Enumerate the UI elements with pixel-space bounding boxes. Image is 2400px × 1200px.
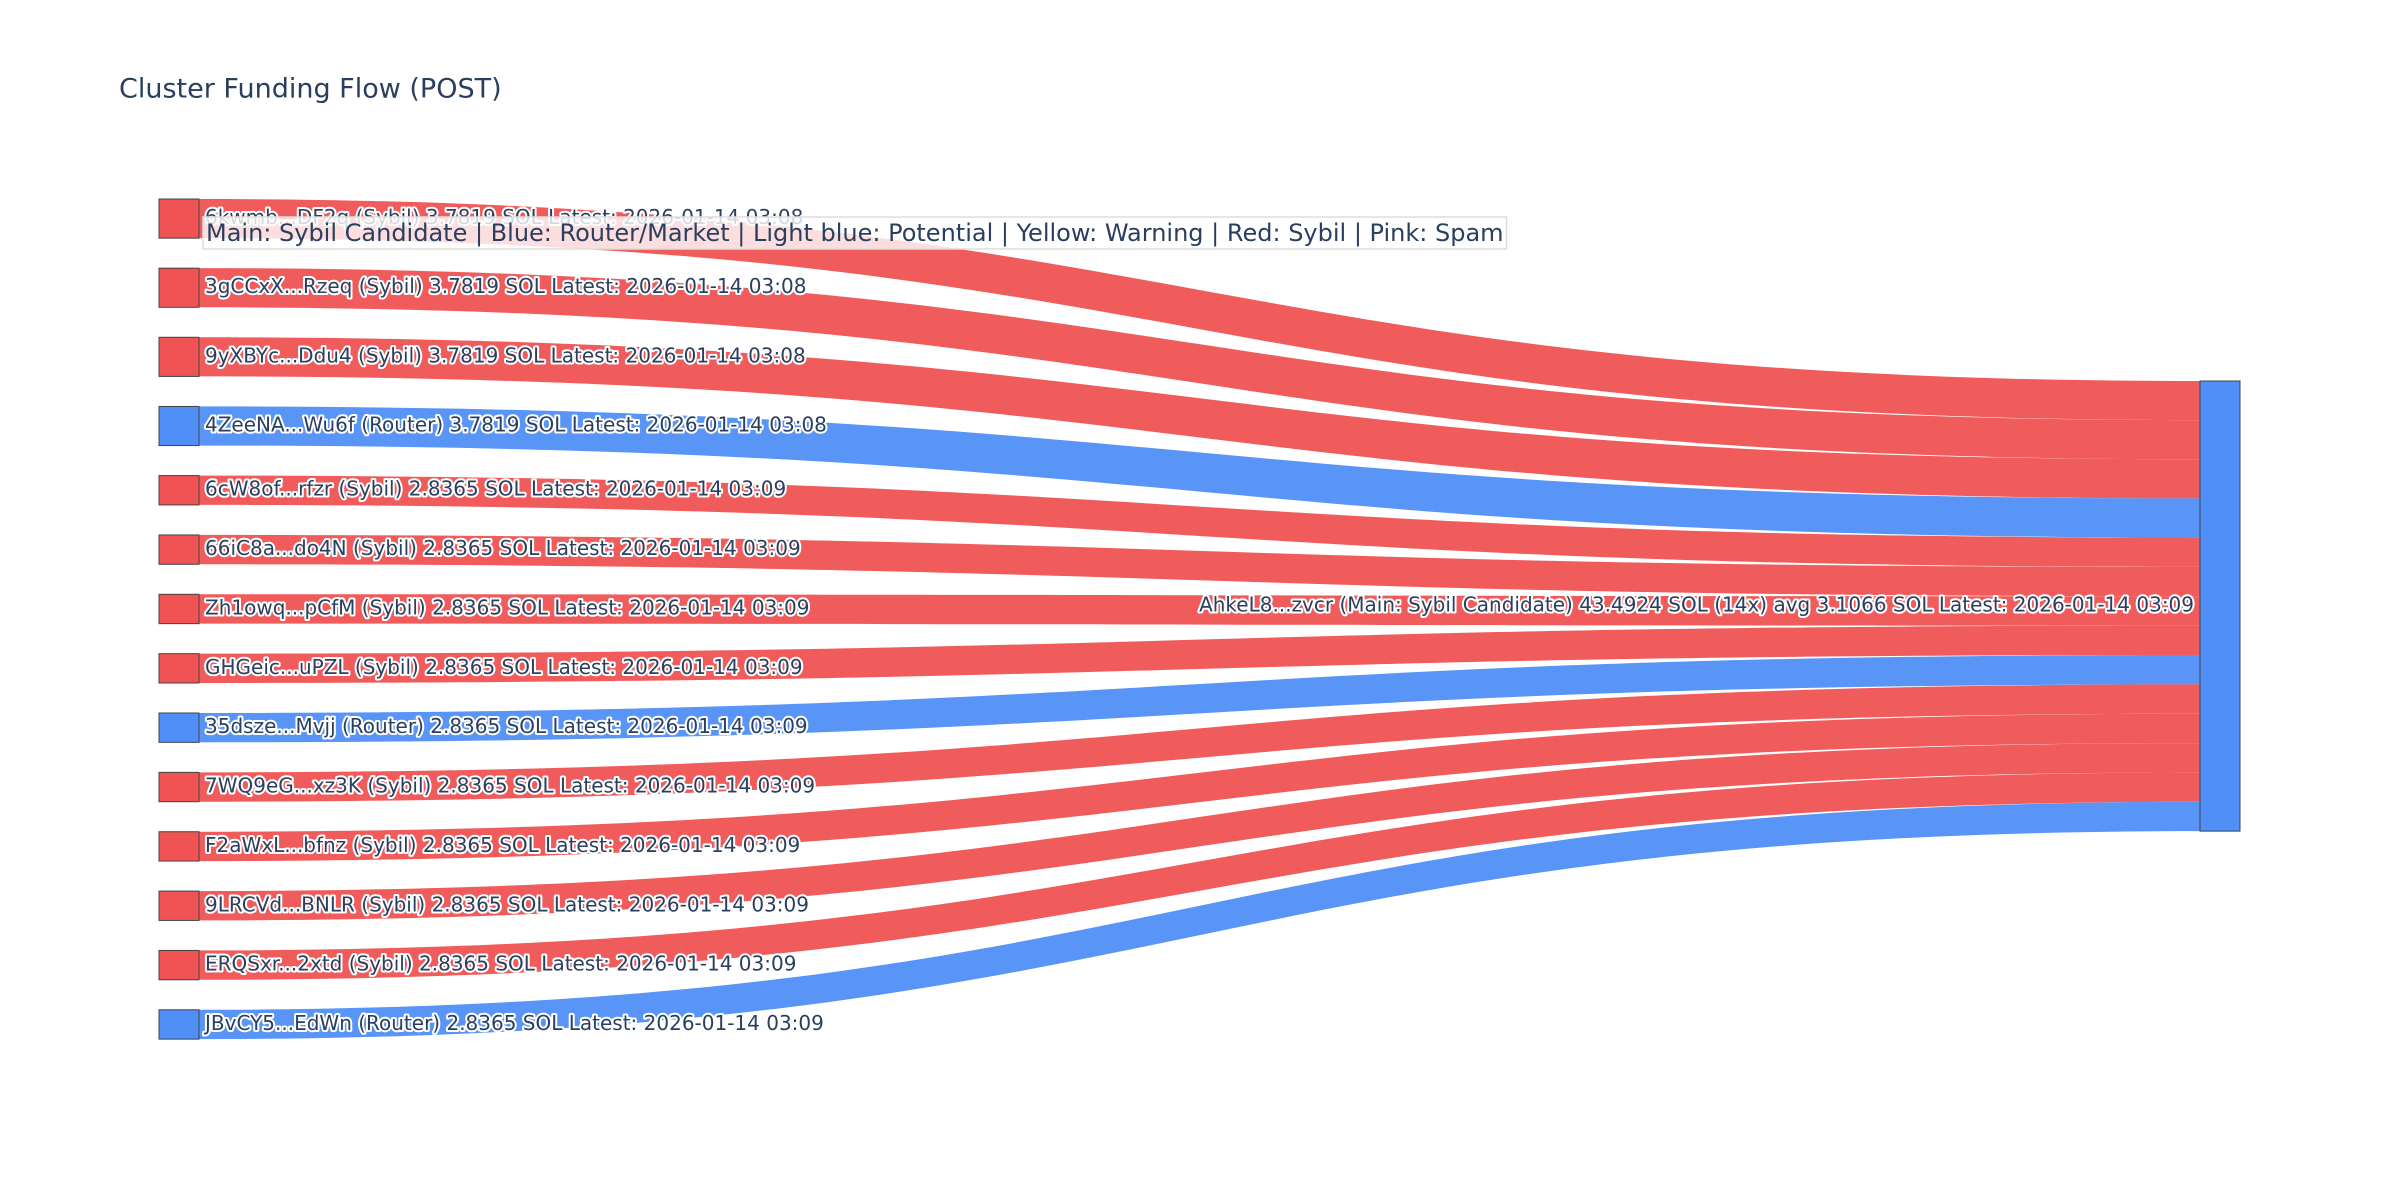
flow-link — [199, 625, 2200, 684]
nodes — [158, 198, 2241, 1040]
chart-title: Cluster Funding Flow (POST) — [119, 74, 502, 105]
node — [158, 534, 200, 565]
flow-link — [199, 406, 2200, 538]
node — [158, 712, 200, 743]
node — [158, 593, 200, 625]
links — [199, 199, 2200, 1040]
flow-link — [199, 684, 2200, 802]
node-label: 9yXBYc...Ddu4 (Sybil) 3.7819 SOL Latest:… — [205, 343, 806, 367]
node-label: 4ZeeNA...Wu6f (Router) 3.7819 SOL Latest… — [205, 412, 827, 436]
node-label: GHGeic...uPZL (Sybil) 2.8365 SOL Latest:… — [205, 655, 803, 679]
node-label: Zh1owq...pCfM (Sybil) 2.8365 SOL Latest:… — [205, 595, 809, 619]
flow-link — [199, 534, 2200, 597]
node — [158, 653, 200, 684]
flow-link — [199, 594, 2200, 626]
node-label: F2aWxL...bfnz (Sybil) 2.8365 SOL Latest:… — [205, 833, 800, 857]
node — [158, 405, 200, 447]
flow-link — [199, 743, 2200, 921]
flow-link — [199, 713, 2200, 862]
node-label: 3gCCxX...Rzeq (Sybil) 3.7819 SOL Latest:… — [205, 274, 806, 298]
legend-annotation: Main: Sybil Candidate | Blue: Router/Mar… — [202, 216, 1508, 250]
node — [158, 1009, 200, 1040]
node — [158, 475, 200, 506]
node-label: 9LRCVd...BNLR (Sybil) 2.8365 SOL Latest:… — [205, 892, 809, 916]
node — [158, 949, 200, 981]
flow-link — [199, 801, 2200, 1040]
node — [158, 267, 200, 308]
annotation-text: Main: Sybil Candidate | Blue: Router/Mar… — [206, 219, 1504, 247]
node — [158, 890, 200, 921]
node-label: JBvCY5...EdWn (Router) 2.8365 SOL Latest… — [203, 1011, 824, 1035]
node-label: 66iC8a...do4N (Sybil) 2.8365 SOL Latest:… — [205, 536, 801, 560]
node — [158, 336, 200, 377]
node-label: ERQSxr...2xtd (Sybil) 2.8365 SOL Latest:… — [205, 952, 796, 976]
flow-link — [199, 475, 2200, 567]
node-label: 7WQ9eG...xz3K (Sybil) 2.8365 SOL Latest:… — [205, 774, 815, 798]
node-label: 35dsze...Mvjj (Router) 2.8365 SOL Latest… — [205, 714, 808, 738]
flow-link — [199, 268, 2200, 460]
labels: 6kwmb...DF2q (Sybil) 3.7819 SOL Latest: … — [201, 203, 2196, 1037]
flow-link — [199, 772, 2200, 980]
node-label: 6cW8of...rfzr (Sybil) 2.8365 SOL Latest:… — [205, 477, 786, 501]
flow-link — [199, 199, 2200, 421]
annotation-box — [202, 216, 1508, 250]
node — [158, 831, 200, 862]
node — [158, 198, 200, 239]
node — [2199, 380, 2241, 832]
flow-link — [199, 655, 2200, 743]
flow-link — [199, 337, 2200, 499]
node — [158, 771, 200, 803]
node-label: AhkeL8...zvcr (Main: Sybil Candidate) 43… — [1199, 593, 2194, 617]
